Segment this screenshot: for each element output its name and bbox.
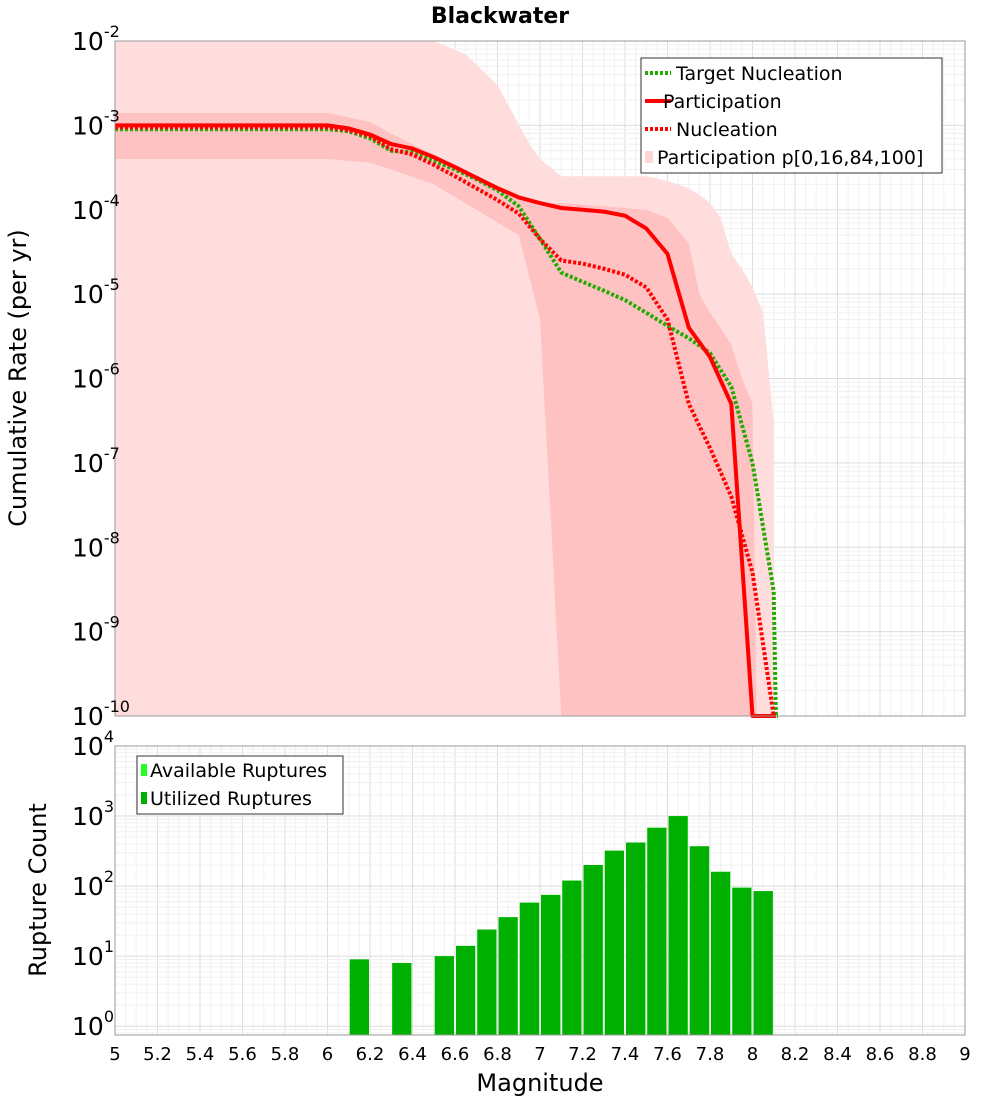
y-tick-label: 10-9 bbox=[72, 613, 120, 647]
utilized-ruptures-bar bbox=[647, 827, 667, 1035]
count-plot-frame bbox=[114, 745, 966, 1036]
x-tick-label: 7.4 bbox=[611, 1044, 640, 1065]
x-tick-label: 5.6 bbox=[228, 1044, 257, 1065]
x-tick-label: 8.2 bbox=[781, 1044, 810, 1065]
count-legend-box bbox=[136, 755, 344, 815]
legend-label: Utilized Ruptures bbox=[150, 788, 312, 810]
count-panel: 100 101 102 103 104 5 5.2 5.4 5.6 5.8 6 6.2 6.4 6.6 6… bbox=[24, 727, 971, 1097]
rate-panel: 10-10 10-9 10-8 10-7 10-6 10-5 10-4 10-3 10-2 Cu… bbox=[4, 22, 966, 731]
x-tick-label: 7.6 bbox=[653, 1044, 682, 1065]
y-tick-label: 101 bbox=[72, 937, 114, 971]
x-tick-label: 8.8 bbox=[908, 1044, 937, 1065]
utilized-ruptures-bar bbox=[392, 963, 412, 1035]
x-tick-label: 6.6 bbox=[441, 1044, 470, 1065]
utilized-ruptures-bar bbox=[732, 887, 752, 1035]
utilized-ruptures-bar bbox=[626, 842, 646, 1035]
legend-label: Available Ruptures bbox=[150, 760, 327, 782]
x-tick-label: 8.4 bbox=[823, 1044, 852, 1065]
count-bars bbox=[349, 816, 773, 1035]
utilized-ruptures-bar bbox=[456, 945, 476, 1035]
x-tick-label: 6.2 bbox=[356, 1044, 385, 1065]
x-tick-label: 6 bbox=[322, 1044, 333, 1065]
y-tick-label: 10-10 bbox=[72, 697, 130, 731]
legend-available-ruptures: Available Ruptures bbox=[141, 760, 327, 782]
x-tick-label: 7.8 bbox=[696, 1044, 725, 1065]
utilized-ruptures-bar bbox=[562, 880, 582, 1035]
rate-lines bbox=[115, 123, 778, 718]
legend-nucleation: Nucleation bbox=[645, 119, 778, 141]
utilized-ruptures-bar bbox=[434, 956, 454, 1035]
count-y-ticks: 100 101 102 103 104 bbox=[72, 727, 114, 1041]
count-grid bbox=[114, 745, 966, 1035]
y-tick-label: 100 bbox=[72, 1007, 114, 1041]
rate-y-axis-label: Cumulative Rate (per yr) bbox=[4, 229, 32, 527]
participation-line bbox=[115, 123, 776, 718]
rate-plot-frame bbox=[114, 40, 966, 717]
rate-legend-box bbox=[640, 57, 943, 174]
utilized-ruptures-bar bbox=[583, 865, 603, 1035]
utilized-ruptures-bar bbox=[349, 959, 369, 1035]
x-tick-label: 8 bbox=[747, 1044, 758, 1065]
utilized-ruptures-bar bbox=[541, 894, 561, 1035]
y-tick-label: 103 bbox=[72, 797, 114, 831]
y-tick-label: 102 bbox=[72, 867, 114, 901]
count-legend: Available Ruptures Utilized Ruptures bbox=[136, 755, 344, 815]
legend-participation: Participation bbox=[645, 91, 782, 113]
legend-swatch bbox=[141, 764, 147, 776]
participation-band-p16-p84 bbox=[115, 113, 757, 716]
chart-title: Blackwater bbox=[431, 4, 569, 29]
legend-label: Participation p[0,16,84,100] bbox=[657, 147, 923, 169]
x-tick-label: 7 bbox=[534, 1044, 545, 1065]
utilized-ruptures-bar bbox=[689, 846, 710, 1035]
legend-participation-band: Participation p[0,16,84,100] bbox=[645, 147, 923, 169]
x-tick-label: 5.8 bbox=[271, 1044, 300, 1065]
x-tick-label: 7.2 bbox=[568, 1044, 597, 1065]
utilized-ruptures-bar bbox=[604, 850, 624, 1035]
y-tick-label: 10-2 bbox=[72, 22, 120, 56]
y-tick-label: 10-3 bbox=[72, 106, 120, 140]
x-tick-label: 6.8 bbox=[483, 1044, 512, 1065]
count-y-axis-label: Rupture Count bbox=[24, 803, 52, 977]
legend-label: Participation bbox=[663, 91, 782, 113]
rate-y-ticks: 10-10 10-9 10-8 10-7 10-6 10-5 10-4 10-3 10-2 bbox=[72, 22, 130, 731]
legend-utilized-ruptures: Utilized Ruptures bbox=[141, 788, 312, 810]
utilized-ruptures-bar bbox=[753, 891, 773, 1035]
x-tick-label: 5.4 bbox=[186, 1044, 215, 1065]
nucleation-line bbox=[115, 125, 776, 718]
legend-target-nucleation: Target Nucleation bbox=[645, 63, 843, 85]
legend-swatch bbox=[141, 792, 147, 804]
y-tick-label: 10-5 bbox=[72, 275, 120, 309]
y-tick-label: 10-8 bbox=[72, 528, 120, 562]
y-tick-label: 10-6 bbox=[72, 360, 120, 394]
utilized-ruptures-bar bbox=[711, 871, 731, 1035]
x-tick-label: 8.6 bbox=[866, 1044, 895, 1065]
legend-swatch bbox=[645, 151, 653, 163]
count-x-ticks: 5 5.2 5.4 5.6 5.8 6 6.2 6.4 6.6 6.8 7 7.2 7.4 7.6 7.8 8… bbox=[109, 1044, 970, 1065]
y-tick-label: 104 bbox=[72, 727, 114, 761]
legend-label: Target Nucleation bbox=[675, 63, 843, 85]
legend-label: Nucleation bbox=[676, 119, 778, 141]
rate-bands bbox=[115, 41, 774, 716]
utilized-ruptures-bar bbox=[477, 929, 497, 1035]
x-tick-label: 5 bbox=[109, 1044, 120, 1065]
utilized-ruptures-bar bbox=[498, 917, 518, 1035]
utilized-ruptures-bar bbox=[668, 816, 688, 1035]
x-axis-label: Magnitude bbox=[476, 1069, 603, 1097]
rate-legend: Target Nucleation Participation Nucleation… bbox=[640, 57, 943, 174]
x-tick-label: 9 bbox=[959, 1044, 970, 1065]
x-tick-label: 6.4 bbox=[398, 1044, 427, 1065]
utilized-ruptures-bar bbox=[519, 902, 540, 1035]
y-tick-label: 10-4 bbox=[72, 191, 120, 225]
y-tick-label: 10-7 bbox=[72, 444, 120, 478]
x-tick-label: 5.2 bbox=[143, 1044, 172, 1065]
